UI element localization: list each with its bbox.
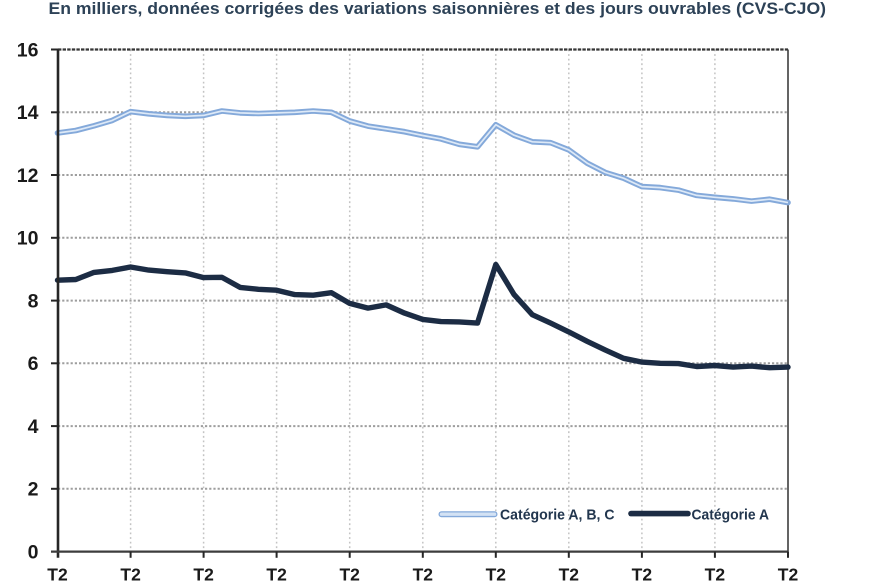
svg-text:T2: T2 [339, 565, 360, 583]
svg-text:T2: T2 [266, 565, 287, 583]
svg-text:T2: T2 [486, 565, 507, 583]
svg-text:T2: T2 [47, 565, 68, 583]
svg-text:T2: T2 [778, 565, 799, 583]
svg-text:4: 4 [28, 416, 39, 438]
svg-text:14: 14 [17, 102, 39, 124]
svg-text:16: 16 [17, 39, 39, 61]
svg-text:10: 10 [17, 228, 39, 250]
svg-text:6: 6 [28, 353, 39, 375]
svg-text:T2: T2 [705, 565, 726, 583]
svg-text:0: 0 [28, 541, 39, 563]
svg-text:Catégorie A, B, C: Catégorie A, B, C [500, 506, 615, 523]
svg-text:Catégorie A: Catégorie A [692, 506, 770, 523]
svg-text:T2: T2 [120, 565, 141, 583]
svg-text:8: 8 [28, 290, 39, 312]
svg-text:T2: T2 [413, 565, 434, 583]
svg-text:T2: T2 [193, 565, 214, 583]
svg-text:2: 2 [28, 479, 39, 501]
svg-text:En milliers, données corrigées: En milliers, données corrigées des varia… [49, 0, 827, 18]
svg-text:T2: T2 [559, 565, 580, 583]
svg-text:T2: T2 [632, 565, 653, 583]
svg-text:12: 12 [17, 165, 39, 187]
